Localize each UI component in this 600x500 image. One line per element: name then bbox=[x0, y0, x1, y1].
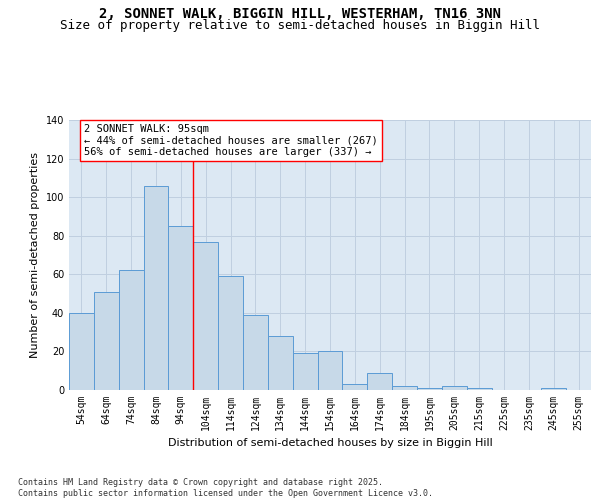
Bar bbox=[367, 372, 392, 390]
Bar bbox=[417, 388, 442, 390]
Y-axis label: Number of semi-detached properties: Number of semi-detached properties bbox=[30, 152, 40, 358]
Bar bbox=[243, 315, 268, 390]
Text: Size of property relative to semi-detached houses in Biggin Hill: Size of property relative to semi-detach… bbox=[60, 18, 540, 32]
Bar bbox=[69, 313, 94, 390]
Bar bbox=[293, 354, 317, 390]
Bar bbox=[317, 352, 343, 390]
Bar bbox=[143, 186, 169, 390]
Bar bbox=[343, 384, 367, 390]
Bar bbox=[218, 276, 243, 390]
Bar bbox=[169, 226, 193, 390]
Text: 2 SONNET WALK: 95sqm
← 44% of semi-detached houses are smaller (267)
56% of semi: 2 SONNET WALK: 95sqm ← 44% of semi-detac… bbox=[84, 124, 377, 157]
Text: 2, SONNET WALK, BIGGIN HILL, WESTERHAM, TN16 3NN: 2, SONNET WALK, BIGGIN HILL, WESTERHAM, … bbox=[99, 8, 501, 22]
Text: Contains HM Land Registry data © Crown copyright and database right 2025.
Contai: Contains HM Land Registry data © Crown c… bbox=[18, 478, 433, 498]
X-axis label: Distribution of semi-detached houses by size in Biggin Hill: Distribution of semi-detached houses by … bbox=[167, 438, 493, 448]
Bar bbox=[467, 388, 491, 390]
Bar bbox=[541, 388, 566, 390]
Bar bbox=[442, 386, 467, 390]
Bar bbox=[268, 336, 293, 390]
Bar bbox=[119, 270, 143, 390]
Bar bbox=[193, 242, 218, 390]
Bar bbox=[392, 386, 417, 390]
Bar bbox=[94, 292, 119, 390]
